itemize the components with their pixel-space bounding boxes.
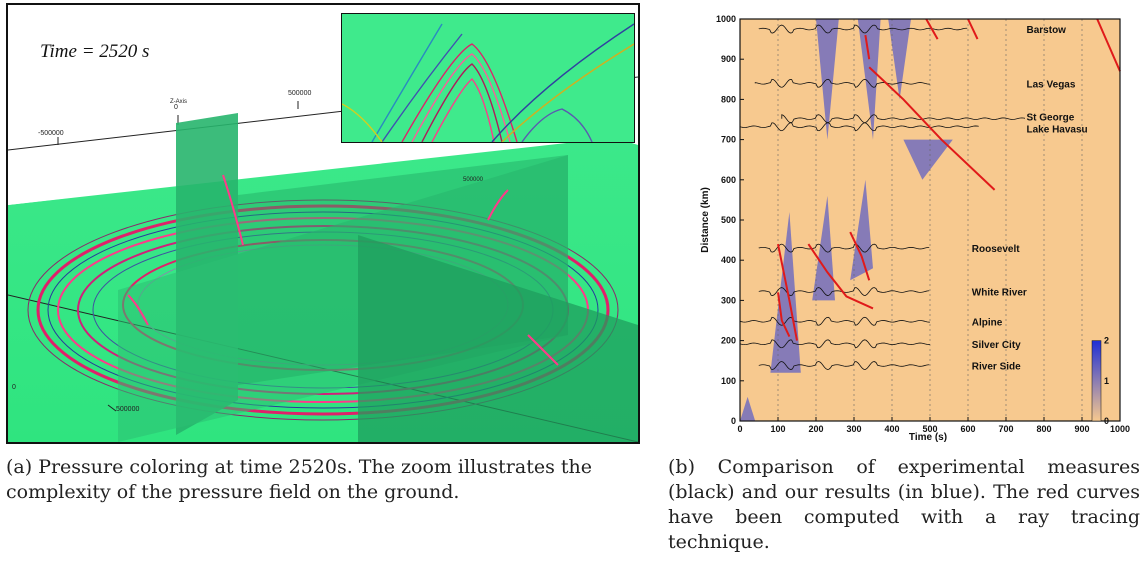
y-axis-label: Distance (km) (700, 187, 711, 253)
x-tick-label: 200 (808, 424, 823, 434)
y-tick-label: 1000 (716, 14, 736, 24)
signal-band (857, 19, 881, 140)
axis-label-0: -500000 (38, 130, 64, 137)
ray-curve (868, 66, 996, 191)
caption-b: (b) Comparison of experimental measures … (668, 456, 1140, 553)
y-tick-label: 0 (731, 416, 736, 426)
colorbar-tick-label: 2 (1104, 336, 1109, 346)
ray-curve (967, 18, 979, 40)
x-tick-label: 400 (884, 424, 899, 434)
station-label: Roosevelt (972, 244, 1020, 255)
colorbar-gradient (1091, 340, 1102, 422)
station-label: River Side (972, 362, 1021, 373)
station-label: Silver City (972, 340, 1021, 351)
ray-curve (1096, 18, 1121, 72)
colorbar: 0 1 2 (1091, 336, 1109, 426)
signal-band (740, 396, 756, 421)
y-tick-label: 500 (721, 215, 736, 225)
y-tick-label: 300 (721, 295, 736, 305)
x-tick-label: 700 (998, 424, 1013, 434)
station-label: Lake Havasu (1027, 125, 1088, 136)
y-tick-label: 900 (721, 54, 736, 64)
time-label: Time = 2520 s (40, 41, 150, 62)
colorbar-tick-label: 0 (1104, 416, 1109, 426)
x-tick-label: 600 (960, 424, 975, 434)
signal-band (850, 179, 873, 281)
station-trace (739, 316, 931, 326)
station-label: Alpine (972, 317, 1003, 328)
axis-label-4: 500000 (463, 177, 484, 183)
ray-curves (777, 18, 1121, 341)
signal-band (770, 211, 801, 373)
signal-band (888, 19, 911, 100)
station-trace (781, 114, 1026, 124)
station-label: Las Vegas (1027, 79, 1076, 90)
ray-curve (864, 34, 871, 60)
zoom-inset (341, 13, 635, 143)
station-label: Barstow (1027, 25, 1067, 36)
ray-curve (807, 243, 874, 310)
caption-a: (a) Pressure coloring at time 2520s. The… (6, 456, 592, 503)
ray-curve (777, 243, 798, 341)
colorbar-tick-label: 1 (1104, 376, 1109, 386)
station-trace (758, 243, 930, 253)
y-tick-label: 200 (721, 336, 736, 346)
ray-curve (849, 231, 871, 281)
ray-curve (777, 292, 791, 338)
station-label: White River (972, 288, 1027, 299)
axis-label-2: 500000 (288, 90, 311, 97)
axis-label-6: 0 (12, 384, 16, 391)
figure-a-image: -500000 0 500000 Z-Axis 500000 500000 0 … (6, 3, 640, 444)
axis-label-5: 500000 (116, 406, 139, 413)
axis-label-1: 0 (174, 104, 178, 111)
slice-plane-horizontal (118, 155, 568, 442)
y-tick-label: 100 (721, 376, 736, 386)
station-label: St George (1027, 113, 1075, 124)
y-ticks: 0 100 200 300 400 500 600 700 800 900 1000 (716, 14, 744, 426)
y-tick-label: 800 (721, 94, 736, 104)
x-axis-label: Time (s) (909, 432, 947, 442)
station-trace (758, 361, 930, 370)
x-tick-label: 300 (846, 424, 861, 434)
x-ticks: 0 100 200 300 400 500 600 700 800 900 1000 (737, 417, 1130, 434)
y-tick-label: 700 (721, 135, 736, 145)
y-tick-label: 600 (721, 175, 736, 185)
x-tick-label: 900 (1074, 424, 1089, 434)
x-tick-label: 800 (1036, 424, 1051, 434)
figure-b-chart: Barstow Las Vegas St George Lake Havasu Roos… (688, 2, 1138, 443)
station-trace (739, 122, 979, 132)
signal-band (903, 139, 953, 180)
station-trace (754, 78, 931, 88)
ray-curve (925, 18, 939, 40)
y-tick-label: 400 (721, 255, 736, 265)
station-trace (739, 339, 931, 349)
x-tick-label: 500 (922, 424, 937, 434)
x-tick-label: 100 (770, 424, 785, 434)
x-tick-label: 1000 (1110, 424, 1130, 434)
x-tick-label: 0 (737, 424, 742, 434)
plot-frame (739, 18, 1121, 422)
axis-label-3: Z-Axis (170, 99, 187, 105)
